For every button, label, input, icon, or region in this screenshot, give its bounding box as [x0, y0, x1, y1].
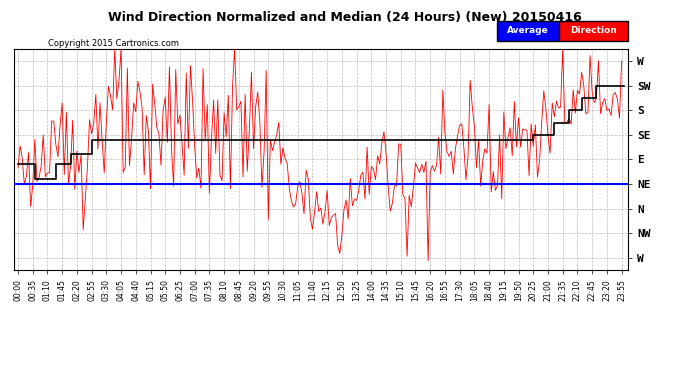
- Text: Wind Direction Normalized and Median (24 Hours) (New) 20150416: Wind Direction Normalized and Median (24…: [108, 11, 582, 24]
- Text: Average: Average: [507, 26, 549, 36]
- Text: Direction: Direction: [570, 26, 617, 36]
- Text: Copyright 2015 Cartronics.com: Copyright 2015 Cartronics.com: [48, 39, 179, 48]
